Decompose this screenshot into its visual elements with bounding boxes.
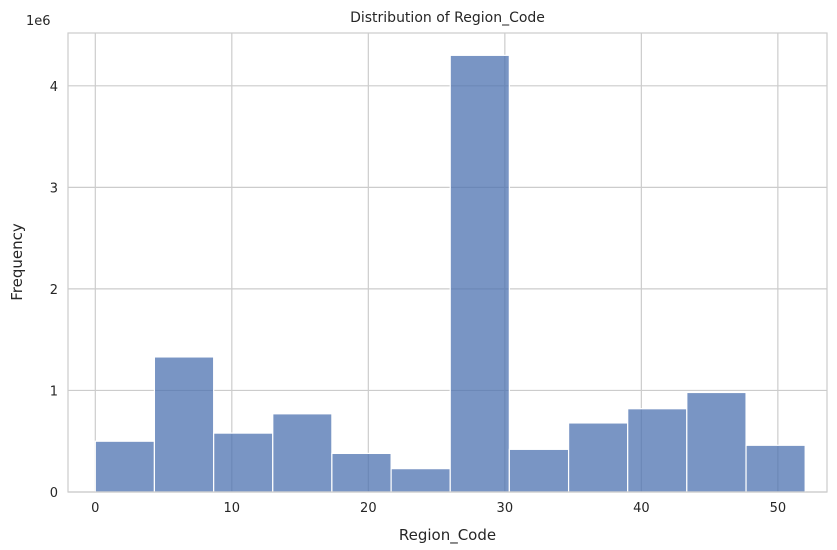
bar-layer xyxy=(94,54,806,493)
x-tick-label: 50 xyxy=(770,501,787,516)
x-axis-label: Region_Code xyxy=(399,526,496,545)
histogram-bar xyxy=(508,448,570,493)
y-axis-label: Frequency xyxy=(8,223,26,301)
histogram-bar xyxy=(272,413,333,493)
chart-title: Distribution of Region_Code xyxy=(350,10,545,26)
plot-frame xyxy=(67,32,828,493)
histogram-bar xyxy=(627,408,688,493)
histogram-bar xyxy=(213,432,274,493)
histogram-bar xyxy=(449,54,510,493)
x-tick-label: 20 xyxy=(360,501,377,516)
x-tick-label: 40 xyxy=(633,501,650,516)
tick-layer: 0 10 20 30 40 50 0 1 2 3 4 xyxy=(50,80,786,516)
y-scale-label: 1e6 xyxy=(26,14,51,29)
histogram-bar xyxy=(567,422,629,493)
histogram-bar xyxy=(331,452,392,493)
y-tick-label: 2 xyxy=(50,283,58,298)
histogram-bar xyxy=(686,391,747,493)
y-tick-label: 1 xyxy=(50,384,58,399)
histogram-bar xyxy=(153,356,215,493)
x-tick-label: 0 xyxy=(91,501,99,516)
x-tick-label: 10 xyxy=(224,501,241,516)
y-tick-label: 3 xyxy=(50,181,58,196)
histogram-bar xyxy=(94,440,156,493)
histogram-bar xyxy=(745,444,806,493)
y-tick-label: 4 xyxy=(50,80,58,95)
histogram-bar xyxy=(390,468,451,493)
y-tick-label: 0 xyxy=(50,486,58,501)
x-tick-label: 30 xyxy=(497,501,514,516)
